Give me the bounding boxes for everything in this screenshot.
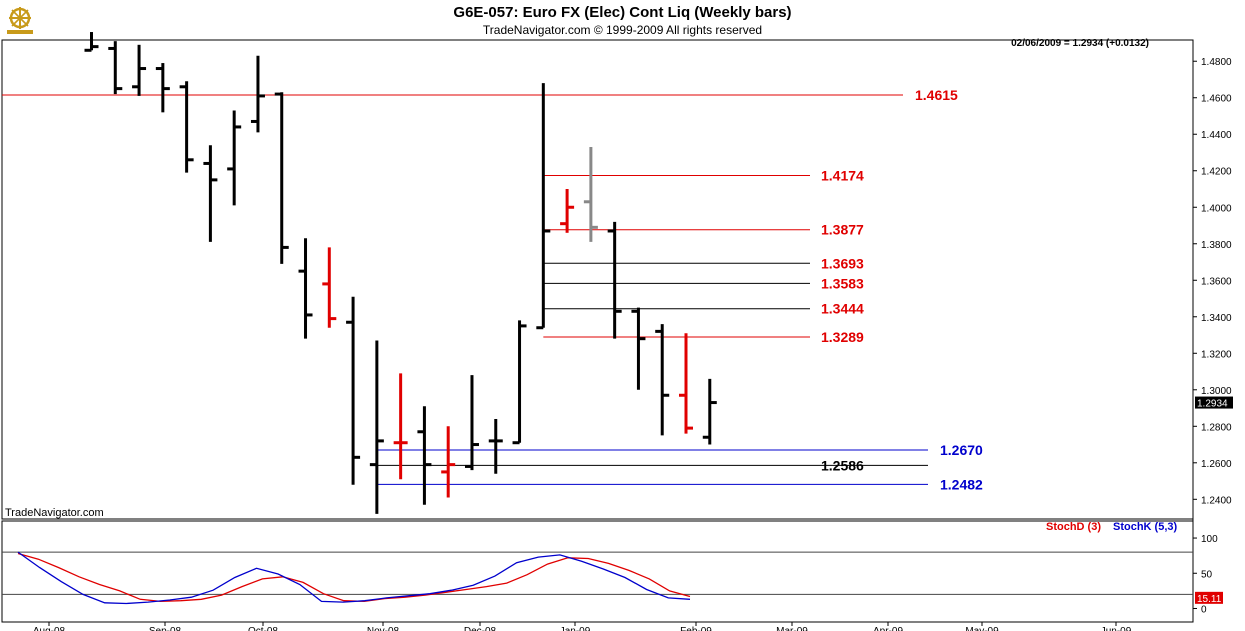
- price-tick-label: 1.4600: [1201, 94, 1232, 105]
- stochastic-panel: 100 50 015.11: [2, 534, 1223, 615]
- date-tick-label: Oct-08: [248, 626, 278, 631]
- level-label: 1.2586: [821, 457, 864, 473]
- date-tick-label: Jan-09: [560, 626, 591, 631]
- level-label: 1.3583: [821, 275, 864, 291]
- level-label: 1.2482: [940, 476, 983, 492]
- date-tick-label: Sep-08: [149, 626, 182, 631]
- trade-navigator-logo-icon: [7, 7, 33, 34]
- level-label: 1.3693: [821, 255, 864, 271]
- price-tick-label: 1.3000: [1201, 386, 1232, 397]
- chart-subtitle: TradeNavigator.com © 1999-2009 All right…: [482, 23, 763, 37]
- price-panel: [1, 39, 1194, 623]
- price-tick-label: 1.3200: [1201, 349, 1232, 360]
- price-tick-label: 1.4000: [1201, 203, 1232, 214]
- stochd-legend: StochD (3): [1046, 521, 1101, 533]
- stoch-last-label: 15.11: [1197, 594, 1222, 605]
- date-tick-label: Mar-09: [776, 626, 808, 631]
- date-axis: Aug-08 Sep-08 Oct-08 Nov-08 Dec-08 Jan-09 Feb-…: [33, 622, 1132, 631]
- chart-title: G6E-057: Euro FX (Elec) Cont Liq (Weekly…: [453, 4, 792, 21]
- price-tick-label: 1.4800: [1201, 57, 1232, 68]
- date-tick-label: Jun-09: [1101, 626, 1132, 631]
- price-tick-label: 1.3600: [1201, 276, 1232, 287]
- last-quote: 02/06/2009 = 1.2934 (+0.0132): [1011, 38, 1149, 49]
- level-lines: 1.4615 1.4174 1.3877 1.3693 1.3583 1.3444 1.32…: [2, 87, 983, 492]
- level-label: 1.3444: [821, 301, 864, 317]
- price-tick-label: 1.4200: [1201, 167, 1232, 178]
- stochk-line: [17, 551, 691, 605]
- date-tick-label: Apr-09: [873, 626, 903, 631]
- level-label: 1.4174: [821, 167, 864, 183]
- price-tick-label: 1.2600: [1201, 459, 1232, 470]
- level-label: 1.4615: [915, 87, 958, 103]
- price-panel-frame: [1, 39, 1194, 520]
- last-price-label: 1.2934: [1197, 399, 1228, 410]
- date-tick-label: Dec-08: [464, 626, 497, 631]
- price-tick-label: 1.2800: [1201, 422, 1232, 433]
- level-label: 1.3289: [821, 329, 864, 345]
- date-tick-label: Feb-09: [680, 626, 712, 631]
- level-label: 1.3877: [821, 222, 864, 238]
- stoch-last-box: [1195, 591, 1223, 604]
- stochk-legend: StochK (5,3): [1113, 521, 1178, 533]
- stoch-tick-label: 100: [1201, 534, 1218, 545]
- watermark: TradeNavigator.com: [5, 507, 104, 519]
- date-tick-label: May-09: [965, 626, 999, 631]
- price-tick-label: 1.4400: [1201, 130, 1232, 141]
- level-label: 1.2670: [940, 442, 983, 458]
- date-tick-label: Nov-08: [367, 626, 400, 631]
- price-axis: 1.4800 1.4600 1.4400 1.4200 1.4000 1.3800 1.36…: [1193, 57, 1233, 506]
- price-bars: [84, 32, 717, 514]
- last-price-box: [1195, 396, 1233, 409]
- price-tick-label: 1.3400: [1201, 313, 1232, 324]
- date-tick-label: Aug-08: [33, 626, 66, 631]
- stoch-tick-label: 50: [1201, 569, 1213, 580]
- price-tick-label: 1.3800: [1201, 240, 1232, 251]
- stoch-tick-label: 0: [1201, 604, 1207, 615]
- price-tick-label: 1.2400: [1201, 495, 1232, 506]
- stoch-panel-frame: [1, 520, 1194, 623]
